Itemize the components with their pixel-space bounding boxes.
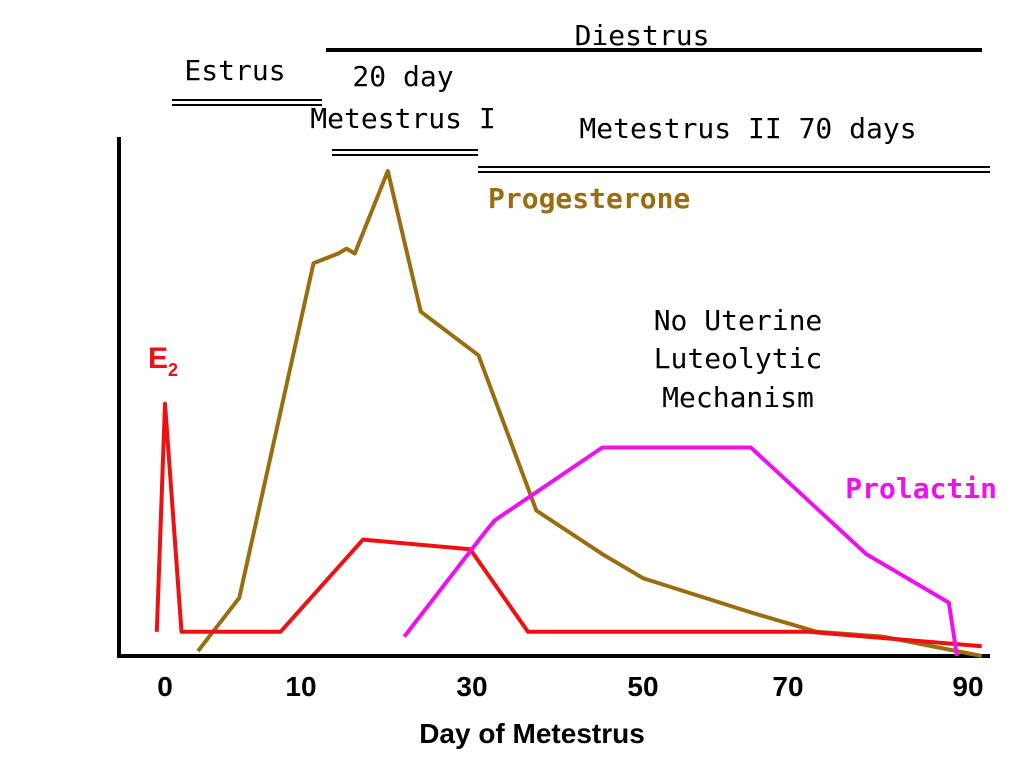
series-line-progesterone (196, 169, 983, 658)
series-label-progesterone: Progesterone (488, 182, 690, 215)
series-label-prolactin: Prolactin (845, 472, 997, 505)
phase-label-diestrus: Diestrus (575, 19, 710, 52)
series-line-prolactin (402, 445, 959, 657)
annotation-line: Luteolytic (654, 342, 823, 375)
phase-label-metestrus-1-days: 20 day (352, 60, 453, 93)
x-tick-label: 10 (285, 671, 316, 702)
x-tick-label: 50 (627, 671, 658, 702)
annotation-line: Mechanism (662, 381, 814, 414)
series-label-e2: E2 (148, 342, 178, 380)
x-tick-label: 30 (456, 671, 487, 702)
series-line-e2 (154, 401, 982, 649)
phase-label-estrus: Estrus (184, 54, 285, 87)
phase-label-metestrus-2: Metestrus II 70 days (579, 112, 916, 145)
annotation-line: No Uterine (654, 304, 823, 337)
x-axis-title: Day of Metestrus (419, 718, 645, 749)
phase-label-metestrus-1: Metestrus I (310, 102, 495, 135)
annotation-no-uterine-luteolytic: No Uterine Luteolytic Mechanism (654, 304, 823, 414)
x-tick-labels: 0 10 30 50 70 90 (157, 671, 983, 702)
x-tick-label: 70 (772, 671, 803, 702)
phase-bars: Estrus Diestrus 20 day Metestrus I Metes… (172, 19, 990, 173)
x-tick-label: 0 (157, 671, 173, 702)
x-tick-label: 90 (952, 671, 983, 702)
